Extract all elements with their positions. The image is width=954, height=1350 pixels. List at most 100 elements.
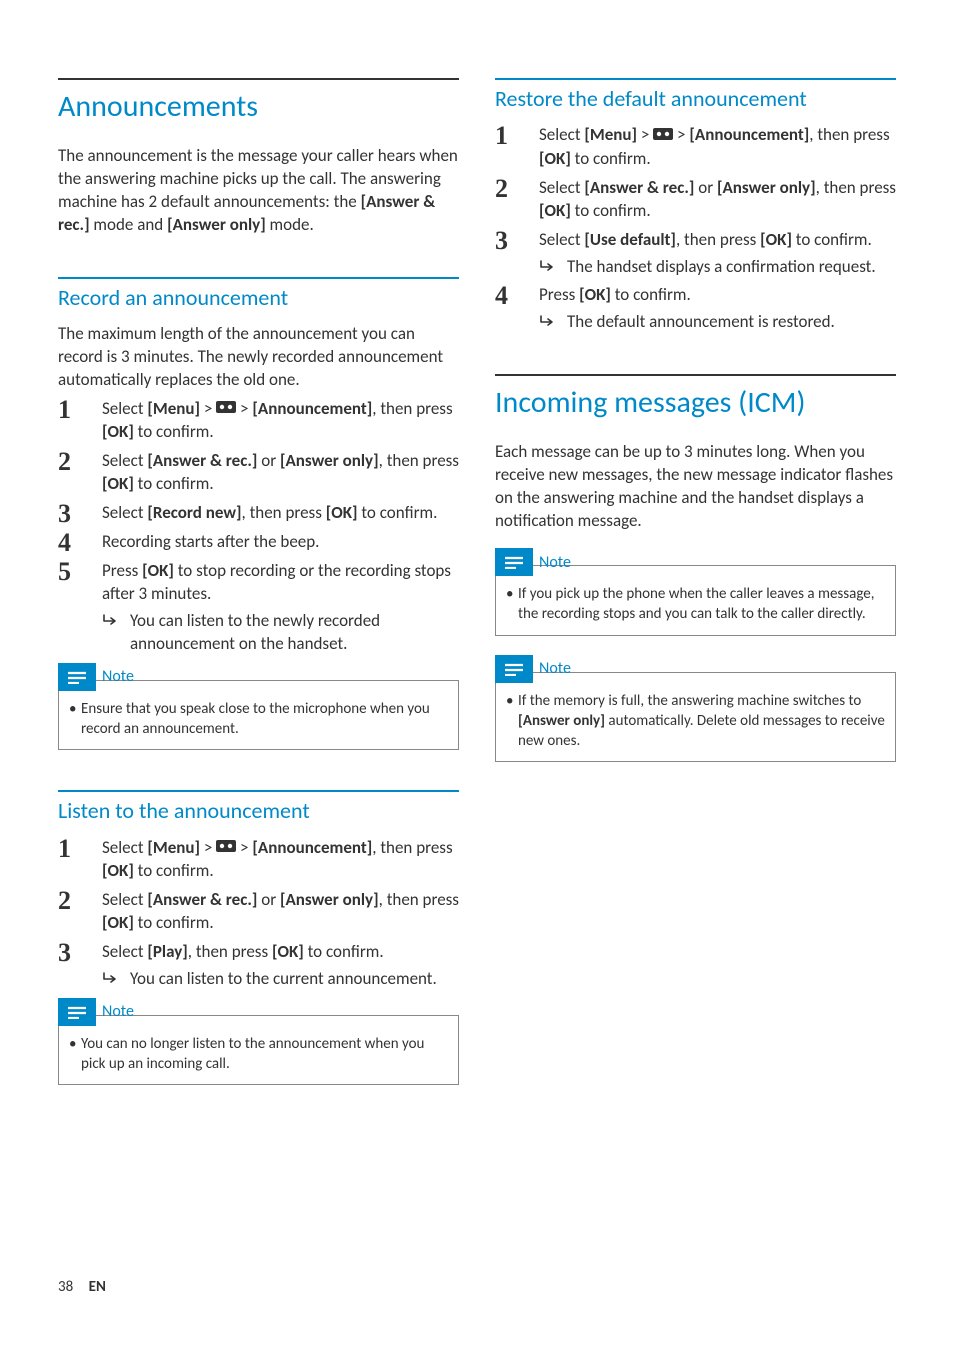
t: or — [694, 177, 717, 198]
result-arrow-icon — [102, 613, 120, 627]
step-1: Select [Menu] > > [Announcement], then p… — [58, 837, 459, 883]
note-label: Note — [102, 667, 134, 686]
t: , then press — [379, 889, 459, 910]
note-body: Ensure that you speak close to the micro… — [69, 699, 448, 740]
t: to confirm. — [134, 912, 214, 933]
t: Press — [102, 560, 142, 581]
t: , then press — [242, 502, 326, 523]
step-2: Select [Answer & rec.] or [Answer only],… — [495, 177, 896, 223]
heading-icm: Incoming messages (ICM) — [495, 386, 896, 419]
t: Select — [102, 941, 147, 962]
note-record: Note Ensure that you speak close to the … — [58, 680, 459, 751]
t: Select — [102, 450, 147, 471]
subsection-rule — [58, 277, 459, 279]
note-lines-icon — [495, 548, 533, 576]
b: [OK] — [142, 560, 174, 581]
subsection-rule — [495, 78, 896, 80]
step-5: Press [OK] to stop recording or the reco… — [58, 560, 459, 656]
right-column: Restore the default announcement Select … — [495, 78, 896, 1109]
t: Select — [102, 398, 147, 419]
t: > — [200, 398, 216, 419]
announcements-intro: The announcement is the message your cal… — [58, 145, 459, 237]
b: [OK] — [102, 912, 134, 933]
b: [Answer only] — [280, 450, 379, 471]
note-tab: Note — [58, 998, 134, 1026]
t: , then press — [372, 398, 452, 419]
t: > — [673, 124, 689, 145]
text: mode. — [266, 214, 314, 235]
step-1: Select [Menu] > > [Announcement], then p… — [58, 398, 459, 444]
b: [Answer & rec.] — [584, 177, 694, 198]
heading-listen: Listen to the announcement — [58, 798, 459, 824]
result-arrow-icon — [539, 259, 557, 273]
b: [OK] — [326, 502, 358, 523]
b: [OK] — [539, 148, 571, 169]
t: , then press — [809, 124, 889, 145]
t: Select — [102, 502, 147, 523]
section-listen: Listen to the announcement Select [Menu]… — [58, 790, 459, 1085]
b: [OK] — [539, 200, 571, 221]
page-number: 38 — [58, 1278, 73, 1296]
record-steps: Select [Menu] > > [Announcement], then p… — [58, 398, 459, 656]
b: [Announcement] — [252, 398, 372, 419]
step-4-result: The default announcement is restored. — [539, 311, 896, 334]
b: [Menu] — [147, 398, 200, 419]
b: [OK] — [760, 229, 792, 250]
t: , then press — [816, 177, 896, 198]
step-3: Select [Record new], then press [OK] to … — [58, 502, 459, 525]
tape-icon — [216, 397, 236, 420]
result-arrow-icon — [102, 971, 120, 985]
heading-record: Record an announcement — [58, 285, 459, 311]
t: or — [257, 450, 280, 471]
b: [OK] — [272, 941, 304, 962]
b: [OK] — [102, 473, 134, 494]
text: mode and — [90, 214, 167, 235]
note-body: If the memory is full, the answering mac… — [506, 691, 885, 752]
b: [Use default] — [584, 229, 676, 250]
note-icm-1: Note If you pick up the phone when the c… — [495, 565, 896, 636]
t: to confirm. — [134, 421, 214, 442]
step-3-result: You can listen to the current announceme… — [102, 968, 459, 991]
step-3: Select [Play], then press [OK] to confir… — [58, 941, 459, 991]
step-1: Select [Menu] > > [Announcement], then p… — [495, 124, 896, 170]
step-4: Recording starts after the beep. — [58, 531, 459, 554]
language-code: EN — [89, 1278, 106, 1296]
section-icm: Incoming messages (ICM) Each message can… — [495, 374, 896, 762]
left-column: Announcements The announcement is the me… — [58, 78, 459, 1109]
b: [Answer only] — [518, 712, 605, 730]
t: The handset displays a confirmation requ… — [567, 256, 876, 277]
t: , then press — [379, 450, 459, 471]
b: [Answer only] — [717, 177, 816, 198]
b: [Menu] — [584, 124, 637, 145]
note-lines-icon — [58, 663, 96, 691]
record-intro: The maximum length of the announcement y… — [58, 323, 459, 392]
note-tab: Note — [495, 548, 571, 576]
t: , then press — [372, 837, 452, 858]
section-rule — [495, 374, 896, 376]
note-label: Note — [539, 659, 571, 678]
heading-announcements: Announcements — [58, 90, 459, 123]
note-lines-icon — [495, 655, 533, 683]
t: Select — [539, 229, 584, 250]
section-record: Record an announcement The maximum lengt… — [58, 277, 459, 751]
note-tab: Note — [58, 663, 134, 691]
b: [Announcement] — [252, 837, 372, 858]
b: [Record new] — [147, 502, 241, 523]
page-footer: 38 EN — [58, 1278, 106, 1296]
step-2: Select [Answer & rec.] or [Answer only],… — [58, 450, 459, 496]
t: to confirm. — [611, 284, 691, 305]
t: > — [637, 124, 653, 145]
tape-icon — [216, 836, 236, 859]
step-3: Select [Use default], then press [OK] to… — [495, 229, 896, 279]
b: [Play] — [147, 941, 187, 962]
step-5-result: You can listen to the newly recorded ann… — [102, 610, 459, 656]
restore-steps: Select [Menu] > > [Announcement], then p… — [495, 124, 896, 334]
icm-intro: Each message can be up to 3 minutes long… — [495, 441, 896, 533]
b: [OK] — [579, 284, 611, 305]
listen-steps: Select [Menu] > > [Announcement], then p… — [58, 837, 459, 991]
note-body: You can no longer listen to the announce… — [69, 1034, 448, 1075]
t: > — [236, 837, 252, 858]
b: [Answer & rec.] — [147, 450, 257, 471]
t: to confirm. — [134, 860, 214, 881]
bold-text: [Answer only] — [167, 214, 266, 235]
